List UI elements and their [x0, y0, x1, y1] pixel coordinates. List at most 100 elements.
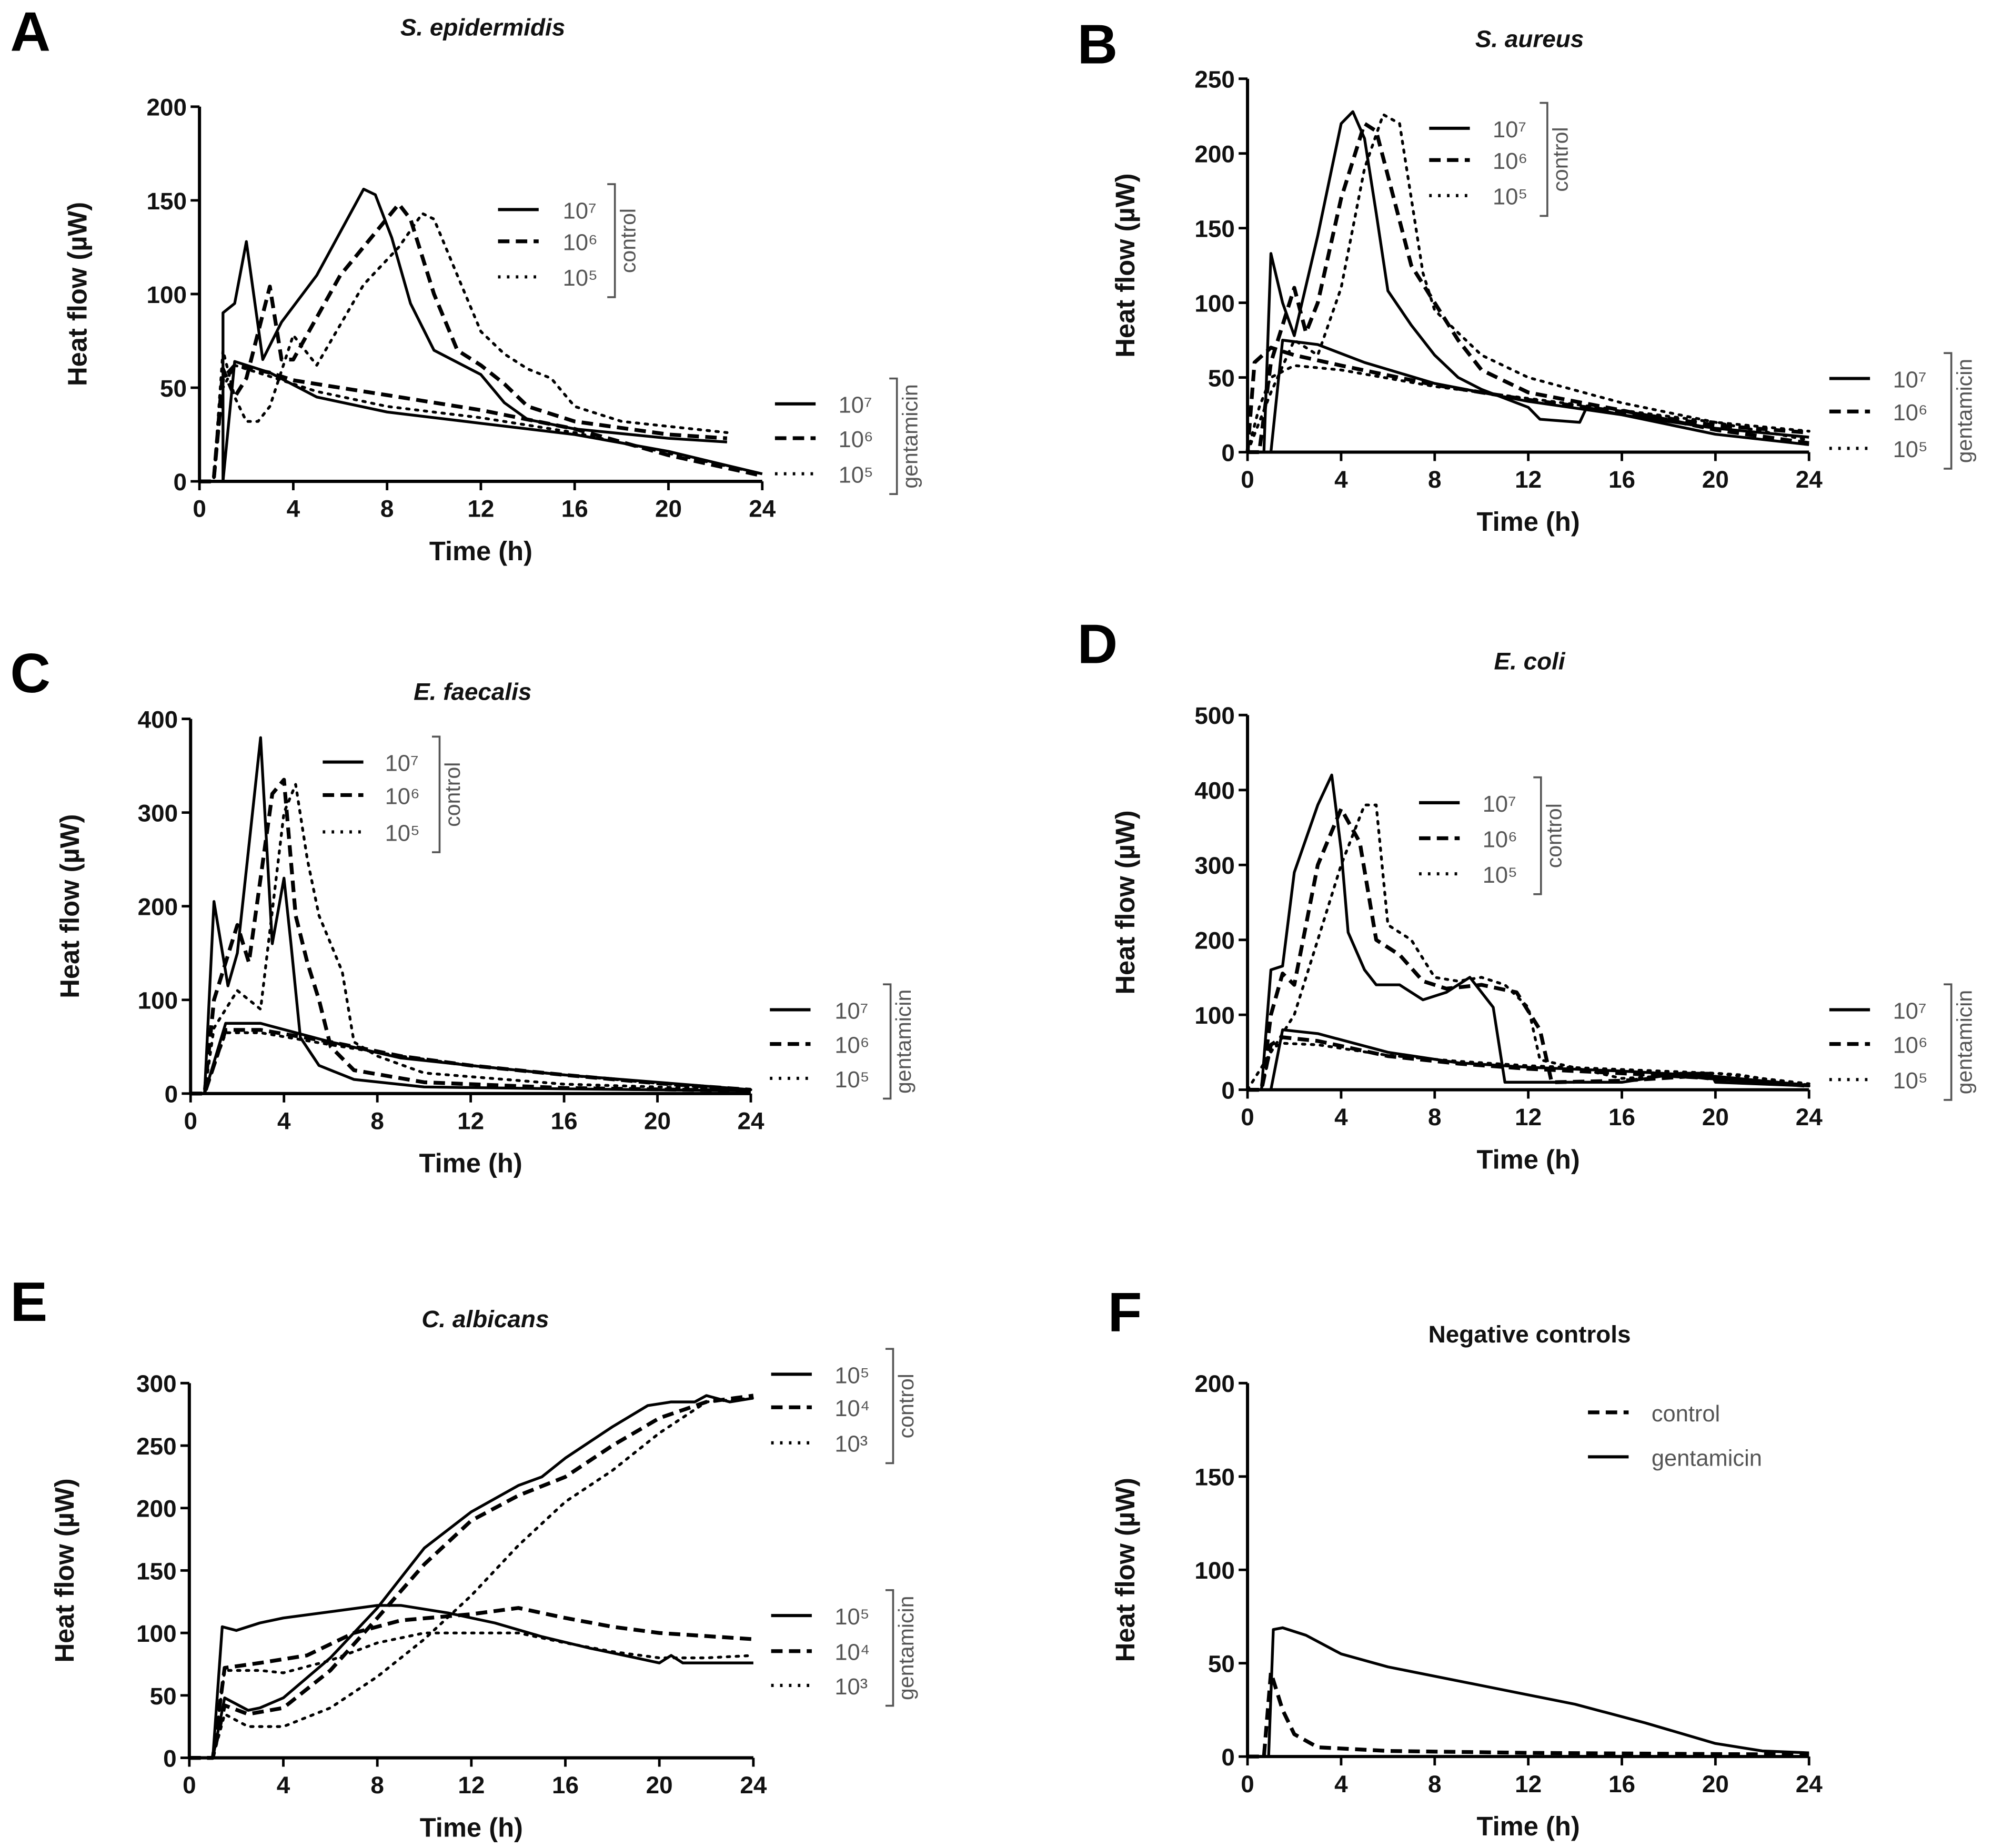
x-tick-label: 20 — [644, 1107, 671, 1134]
legend-control: 10⁷ 10⁶ 10⁵ control — [498, 183, 640, 298]
legend-label: 10⁶ — [1483, 827, 1517, 852]
series-line-control-0 — [1247, 110, 1809, 454]
legend-group-label: control — [1542, 803, 1566, 868]
x-tick-label: 8 — [370, 1107, 384, 1134]
y-tick-label: 300 — [138, 800, 178, 827]
legend-label: 10⁵ — [834, 1363, 869, 1388]
x-tick-label: 0 — [1241, 1770, 1254, 1797]
panel-f: F Negative controls 0 4 8 12 16 20 24 0 50 100 150 20… — [1108, 1280, 1823, 1841]
legend-label: 10⁷ — [563, 198, 597, 224]
panel-d: D E. coli 0 4 8 12 16 20 24 0 100 200 300 400 500 Time … — [1078, 612, 1977, 1174]
y-tick-label: 0 — [1221, 1743, 1235, 1771]
legend-bracket — [1944, 983, 1953, 1101]
legend-label: 10⁵ — [385, 821, 420, 846]
panel-a: A S. epidermidis 0 4 8 12 16 20 24 0 50 100 150 200 Ti… — [10, 1, 922, 566]
series-line-gentamicin-5 — [189, 1031, 752, 1095]
y-tick-label: 0 — [1221, 1076, 1235, 1104]
y-tick-label: 250 — [1194, 66, 1235, 93]
series-line-control-1 — [199, 202, 728, 483]
x-tick-label: 20 — [646, 1771, 673, 1799]
legend-label: 10⁷ — [839, 393, 872, 418]
y-tick-label: 0 — [163, 1744, 177, 1772]
y-axis-label: Heat flow (µW) — [62, 202, 92, 386]
chart-title: S. epidermidis — [400, 14, 565, 41]
y-tick-label: 500 — [1194, 702, 1235, 729]
series-line-gentamicin-3 — [1247, 338, 1809, 454]
x-tick-label: 12 — [1515, 1103, 1542, 1130]
x-tick-label: 16 — [1608, 1770, 1635, 1797]
series-line-control-1 — [190, 777, 751, 1096]
y-tick-label: 200 — [1194, 927, 1235, 954]
x-tick-label: 12 — [467, 495, 494, 522]
series-line-gentamicin-3 — [199, 360, 763, 483]
legend-gentamicin: 10⁷ 10⁶ 10⁵ gentamicin — [774, 377, 922, 496]
chart-title: Negative controls — [1428, 1320, 1631, 1348]
y-tick-label: 400 — [1194, 777, 1235, 804]
legend-label: 10⁵ — [1493, 185, 1527, 210]
panel-c: C E. faecalis 0 4 8 12 16 20 24 0 100 200 300 400 Time… — [10, 642, 915, 1178]
legend-label: 10⁶ — [1893, 1033, 1928, 1058]
x-tick-label: 4 — [277, 1107, 291, 1134]
legend-label: 10⁵ — [834, 1604, 869, 1630]
series-line-control-2 — [198, 212, 729, 483]
x-tick-label: 12 — [457, 1107, 484, 1134]
legend-group-label: gentamicin — [1952, 990, 1976, 1094]
y-tick-label: 200 — [138, 893, 178, 921]
x-tick-label: 8 — [1428, 1103, 1442, 1130]
y-axis-label: Heat flow (µW) — [49, 1478, 79, 1662]
series-line-control-0 — [1247, 773, 1809, 1092]
series-line-control-0 — [189, 1394, 754, 1760]
series-line-control-2 — [1246, 113, 1810, 454]
x-tick-label: 24 — [1796, 466, 1823, 493]
legend-gentamicin: 10⁵ 10⁴ 10³ gentamicin — [771, 1589, 918, 1707]
x-axis-label: Time (h) — [429, 536, 532, 566]
legend-label: 10⁶ — [563, 230, 598, 256]
legend-bracket — [883, 983, 892, 1100]
legend-control: 10⁷ 10⁶ 10⁵ control — [1429, 102, 1572, 217]
y-tick-label: 100 — [136, 1620, 177, 1647]
x-tick-label: 24 — [1796, 1770, 1823, 1797]
panel-letter: E — [10, 1270, 47, 1333]
legend-bracket — [885, 1589, 894, 1707]
y-axis-label: Heat flow (µW) — [55, 814, 85, 998]
y-tick-label: 150 — [1194, 1463, 1235, 1491]
legend-control: 10⁷ 10⁶ 10⁵ control — [1419, 776, 1566, 895]
legend-label: 10⁵ — [839, 462, 873, 488]
panel-b: B S. aureus 0 4 8 12 16 20 24 0 50 100 150 200 250 Time… — [1078, 13, 1977, 537]
legend-label: 10⁶ — [1493, 149, 1527, 174]
y-tick-label: 300 — [1194, 852, 1235, 879]
legend-group-label: control — [440, 762, 465, 827]
x-tick-label: 16 — [1608, 1103, 1635, 1130]
x-tick-label: 0 — [1241, 1103, 1254, 1130]
series-line-gentamicin-5 — [1246, 364, 1810, 454]
x-tick-label: 8 — [380, 495, 394, 522]
y-tick-label: 250 — [136, 1432, 177, 1460]
series-line-gentamicin-5 — [188, 1631, 755, 1760]
legend-group-label: gentamicin — [894, 1596, 918, 1700]
panel-letter: A — [10, 1, 51, 63]
y-tick-label: 200 — [136, 1495, 177, 1522]
legend-label: 10⁷ — [1483, 792, 1516, 817]
y-tick-label: 150 — [136, 1557, 177, 1584]
legend-label: 10⁷ — [1893, 998, 1927, 1024]
y-axis-label: Heat flow (µW) — [1110, 1478, 1140, 1662]
x-tick-label: 8 — [1428, 466, 1442, 493]
x-tick-label: 0 — [183, 1771, 196, 1799]
legend-label: 10⁴ — [834, 1640, 870, 1665]
x-tick-label: 16 — [1608, 466, 1635, 493]
y-tick-label: 50 — [1208, 1650, 1235, 1678]
x-tick-label: 0 — [1241, 466, 1254, 493]
legend-control: 10⁷ 10⁶ 10⁵ control — [323, 735, 465, 853]
x-tick-label: 24 — [749, 495, 776, 522]
legend-label: 10⁷ — [1493, 117, 1526, 143]
series-line-gentamicin-4 — [189, 1606, 754, 1760]
legend-label: 10⁶ — [834, 1033, 869, 1058]
series-line-control-1 — [189, 1393, 754, 1760]
x-tick-label: 4 — [1334, 466, 1348, 493]
panel-letter: F — [1108, 1280, 1142, 1343]
x-tick-label: 12 — [458, 1771, 485, 1799]
legend-label: 10⁵ — [563, 266, 598, 291]
series-line-control-1 — [1247, 806, 1809, 1092]
series-line-control-2 — [189, 783, 752, 1095]
